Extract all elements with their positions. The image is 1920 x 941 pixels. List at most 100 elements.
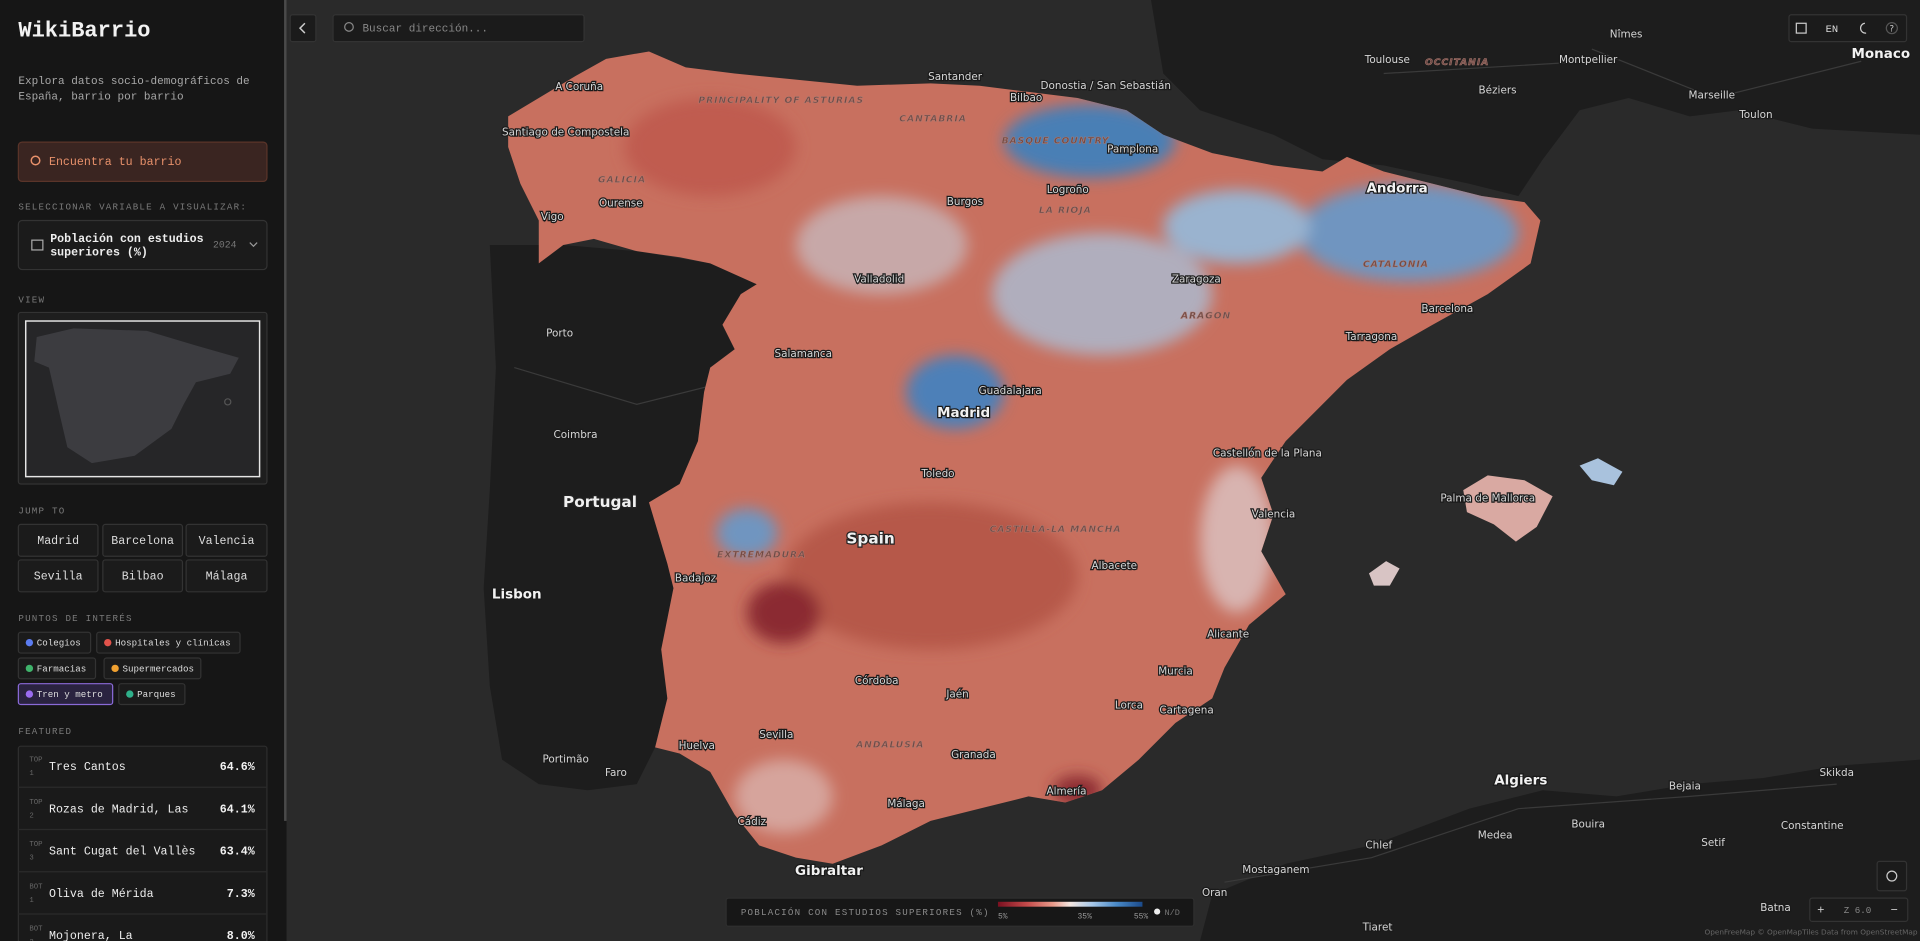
city-label: Monaco <box>1852 46 1911 62</box>
poi-chip[interactable] <box>103 657 202 680</box>
search-placeholder: Buscar dirección... <box>362 24 488 36</box>
find-button[interactable] <box>17 141 268 182</box>
variable-select[interactable] <box>17 219 268 271</box>
city-label: Oran <box>1202 887 1227 899</box>
minimap-island <box>224 398 232 406</box>
choropleth-mallorca <box>1463 475 1553 542</box>
rank-group: TOP <box>29 841 42 849</box>
jump-button-label: Bilbao <box>122 571 164 584</box>
poi-chip[interactable] <box>17 657 97 680</box>
help-button[interactable] <box>1885 22 1898 35</box>
city-label: Albacete <box>1091 560 1137 572</box>
no-data-label: N/D <box>1164 908 1179 918</box>
region-label: EXTREMADURA <box>717 550 806 561</box>
overlay: Buscar dirección... EN ? POBLACIÓN CON ESTU… <box>289 14 1918 936</box>
zoom-in[interactable]: + <box>1817 904 1824 918</box>
poi-label: Farmacias <box>37 663 87 674</box>
sidebar: WikiBarrio Explora datos socio-demográfic… <box>0 0 287 941</box>
city-label: Badajoz <box>675 572 717 584</box>
choropleth-menorca <box>1579 458 1623 486</box>
city-label: Burgos <box>947 196 983 208</box>
city-label: Castellón de la Plana <box>1213 447 1322 459</box>
city-label: Madrid <box>937 405 990 421</box>
find-button-label: Encuentra tu barrio <box>49 156 182 169</box>
city-label: Sevilla <box>759 729 793 741</box>
cube-button[interactable] <box>1795 22 1807 34</box>
section-heading: VIEW <box>18 295 45 306</box>
city-label: Málaga <box>887 798 925 810</box>
language-button[interactable]: EN <box>1826 24 1838 36</box>
zoom-out[interactable]: − <box>1891 904 1898 918</box>
jump-button[interactable] <box>185 523 268 557</box>
city-label: Donostia / San Sebastián <box>1040 80 1170 92</box>
city-label: Bouira <box>1571 819 1605 831</box>
jump-button[interactable] <box>17 523 99 557</box>
section-heading: FEATURED <box>18 726 72 737</box>
region-label: ARAGON <box>1180 311 1231 322</box>
poi-chip[interactable] <box>118 683 186 706</box>
jump-button-label: Barcelona <box>111 535 174 548</box>
city-label: Guadalajara <box>979 385 1042 397</box>
featured-name: Mojonera, La <box>49 930 133 941</box>
city-label: Valladolid <box>854 273 904 285</box>
legend-title: POBLACIÓN CON ESTUDIOS SUPERIORES (%) <box>741 907 990 918</box>
help-icon: ? <box>1890 24 1895 34</box>
theme-button[interactable] <box>1859 22 1867 34</box>
minimap-spain <box>34 328 239 464</box>
jump-button[interactable] <box>185 559 268 593</box>
jump-button[interactable] <box>102 523 184 557</box>
jump-button-label: Málaga <box>206 571 248 584</box>
poi-label: Hospitales y clínicas <box>115 638 231 649</box>
no-data-swatch <box>1154 908 1161 915</box>
back-button[interactable] <box>289 14 317 43</box>
attribution: OpenFreeMap © OpenMapTiles Data from Ope… <box>1705 927 1918 936</box>
poi-label: Colegios <box>37 638 81 649</box>
city-label: Montpellier <box>1559 54 1618 66</box>
jump-button-label: Madrid <box>37 535 79 548</box>
city-label: Vigo <box>541 211 564 223</box>
map[interactable]: A Coruña Santiago de Compostela Santander B… <box>483 0 1920 941</box>
jump-button[interactable] <box>17 559 99 593</box>
jump-button-label: Sevilla <box>34 571 83 584</box>
poi-label: Tren y metro <box>37 689 103 700</box>
legend-tick: 35% <box>1078 913 1093 922</box>
city-label: Bilbao <box>1010 92 1042 104</box>
app-subtitle: Explora datos socio-demográficos de <box>18 76 249 88</box>
city-label: Bejaia <box>1669 781 1701 793</box>
scrollbar[interactable] <box>284 0 287 821</box>
city-label: Granada <box>951 749 996 761</box>
poi-chip[interactable] <box>17 631 92 654</box>
poi-chip[interactable] <box>96 631 241 654</box>
city-label: Skikda <box>1819 767 1854 779</box>
locate-button[interactable] <box>1876 860 1908 892</box>
city-label: Mostaganem <box>1242 864 1309 876</box>
city-label: Marseille <box>1689 90 1736 102</box>
jump-button[interactable] <box>102 559 184 593</box>
city-label: Gibraltar <box>795 863 863 879</box>
rank-group: BOT <box>29 883 43 891</box>
city-label: Faro <box>605 767 627 779</box>
region-label: CASTILLA-LA MANCHA <box>990 524 1122 535</box>
land-africa <box>1200 759 1920 941</box>
city-label: Cartagena <box>1159 705 1213 717</box>
rank-number: 2 <box>29 812 33 820</box>
city-label: Andorra <box>1367 181 1428 197</box>
section-heading: SELECCIONAR VARIABLE A VISUALIZAR: <box>18 201 247 212</box>
poi-chip[interactable] <box>17 683 114 706</box>
search-box[interactable] <box>332 14 585 43</box>
app-subtitle: España, barrio por barrio <box>18 92 183 104</box>
city-label: Santander <box>928 71 983 83</box>
city-label: Santiago de Compostela <box>502 126 629 138</box>
region-label: LA RIOJA <box>1039 205 1092 216</box>
city-label: Pamplona <box>1107 143 1158 155</box>
city-label: Huelva <box>679 740 715 752</box>
city-label: Algiers <box>1494 772 1547 788</box>
region-label: CANTABRIA <box>899 113 967 124</box>
city-label: Palma de Mallorca <box>1440 493 1535 505</box>
city-label: Zaragoza <box>1172 273 1221 285</box>
featured-value: 8.0% <box>227 930 255 941</box>
rank-number: 2 <box>29 939 33 941</box>
city-label: Lisbon <box>492 586 542 602</box>
city-label: Portimão <box>543 754 589 766</box>
region-label: GALICIA <box>598 175 646 186</box>
